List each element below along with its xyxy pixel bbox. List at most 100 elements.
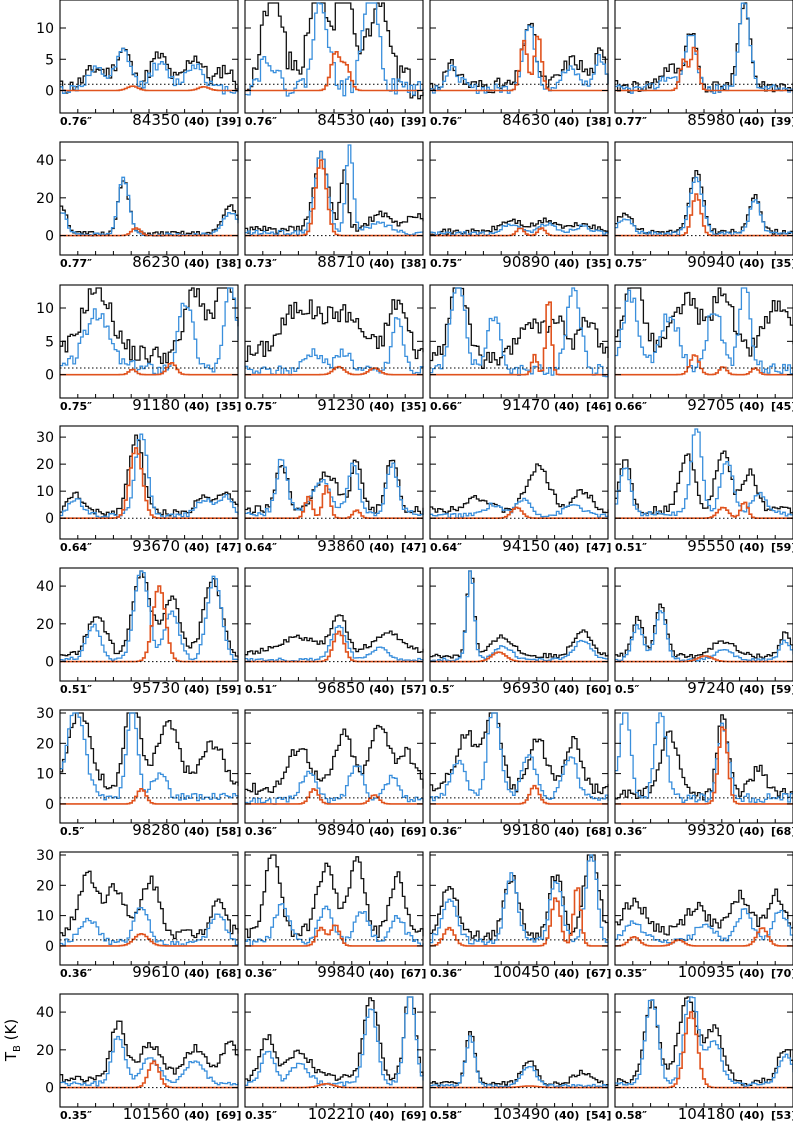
beam-label: 0.76″ <box>245 115 277 128</box>
index-label: [69] <box>401 825 426 838</box>
series-black <box>615 603 793 659</box>
count-label: (40) <box>369 400 394 413</box>
spectrum-panel: 0.76″ 84630 (40) [38] <box>429 0 611 129</box>
count-label: (40) <box>739 825 764 838</box>
count-label: (40) <box>554 541 579 554</box>
panel-frame <box>429 284 609 399</box>
series-black <box>60 180 239 237</box>
series-red <box>615 46 793 92</box>
y-tick-label: 10 <box>36 909 54 925</box>
count-label: (40) <box>554 1109 579 1122</box>
series-blue <box>245 625 424 662</box>
index-label: [59] <box>216 683 241 696</box>
series-red <box>60 362 238 376</box>
count-label: (40) <box>184 967 209 980</box>
index-label: [60] <box>586 683 611 696</box>
y-tick-label: 20 <box>36 878 54 894</box>
panel-frame <box>429 993 609 1108</box>
frequency-label: 99320 <box>687 821 735 839</box>
spectrum-panel: 0 10 20 30 0.36″ 99610 (40) [68] <box>36 848 241 981</box>
series-blue <box>60 907 239 947</box>
series-black <box>245 614 424 656</box>
series-blue <box>60 570 239 661</box>
beam-label: 0.36″ <box>60 967 92 980</box>
frequency-label: 99840 <box>317 963 365 981</box>
count-label: (40) <box>184 400 209 413</box>
beam-label: 0.64″ <box>245 541 277 554</box>
y-tick-label: 20 <box>36 617 54 633</box>
beam-label: 0.36″ <box>615 825 647 838</box>
y-tick-label: 0 <box>45 511 54 527</box>
beam-label: 0.76″ <box>60 115 92 128</box>
series-red <box>60 933 238 947</box>
count-label: (40) <box>369 1109 394 1122</box>
series-red <box>60 227 238 237</box>
beam-label: 0.66″ <box>615 400 647 413</box>
series-black <box>615 450 793 515</box>
spectrum-panel: 0.51″ 96850 (40) [57] <box>244 567 426 697</box>
series-red <box>430 651 608 663</box>
index-label: [59] <box>771 541 793 554</box>
frequency-label: 90940 <box>687 253 735 271</box>
panel-frame <box>614 567 793 682</box>
panel-frame <box>429 141 609 256</box>
frequency-label: 84630 <box>502 111 550 129</box>
series-black <box>430 570 609 659</box>
index-label: [35] <box>216 400 241 413</box>
beam-label: 0.36″ <box>245 967 277 980</box>
spectrum-panel: 0.66″ 92705 (40) [45] <box>614 284 793 414</box>
beam-label: 0.5″ <box>615 683 639 696</box>
frequency-label: 102210 <box>308 1105 365 1123</box>
series-blue <box>430 570 609 662</box>
series-red <box>245 630 423 663</box>
frequency-label: 96850 <box>317 679 365 697</box>
frequency-label: 99610 <box>132 963 180 981</box>
index-label: [53] <box>771 1109 793 1122</box>
beam-label: 0.51″ <box>615 541 647 554</box>
count-label: (40) <box>554 825 579 838</box>
count-label: (40) <box>739 257 764 270</box>
index-label: [57] <box>401 683 426 696</box>
y-tick-label: 30 <box>36 430 54 446</box>
count-label: (40) <box>369 541 394 554</box>
count-label: (40) <box>739 1109 764 1122</box>
frequency-label: 101560 <box>123 1105 180 1123</box>
index-label: [47] <box>216 541 241 554</box>
series-red <box>615 1011 793 1089</box>
series-blue <box>60 433 239 519</box>
frequency-label: 100450 <box>493 963 550 981</box>
spectrum-panel: 0.5″ 96930 (40) [60] <box>429 567 611 697</box>
count-label: (40) <box>184 825 209 838</box>
beam-label: 0.35″ <box>245 1109 277 1122</box>
panel-frame <box>614 425 793 540</box>
spectrum-panel: 0.75″ 91230 (40) [35] <box>244 284 426 414</box>
series-blue <box>430 222 609 237</box>
index-label: [39] <box>216 115 241 128</box>
panel-frame <box>244 284 424 399</box>
beam-label: 0.51″ <box>245 683 277 696</box>
series-black <box>430 854 609 941</box>
panel-frame <box>59 567 239 682</box>
spectrum-panel: 0.35″ 102210 (40) [69] <box>244 993 426 1123</box>
panel-frame <box>244 851 424 966</box>
y-tick-label: 10 <box>36 21 54 37</box>
series-red <box>60 585 238 663</box>
frequency-label: 91180 <box>132 396 180 414</box>
y-axis-label-unit: (K) <box>2 1019 20 1045</box>
series-blue <box>615 428 793 517</box>
count-label: (40) <box>554 683 579 696</box>
beam-label: 0.77″ <box>615 115 647 128</box>
count-label: (40) <box>369 115 394 128</box>
count-label: (40) <box>369 683 394 696</box>
y-tick-label: 5 <box>45 334 54 350</box>
series-blue <box>615 287 793 375</box>
y-tick-label: 10 <box>36 484 54 500</box>
series-black <box>615 169 793 235</box>
y-tick-label: 20 <box>36 1043 54 1059</box>
spectrum-panel: 0.64″ 93860 (40) [47] <box>244 425 426 555</box>
y-tick-label: 0 <box>45 939 54 955</box>
series-red <box>245 788 423 805</box>
index-label: [38] <box>216 257 241 270</box>
count-label: (40) <box>184 541 209 554</box>
count-label: (40) <box>739 541 764 554</box>
